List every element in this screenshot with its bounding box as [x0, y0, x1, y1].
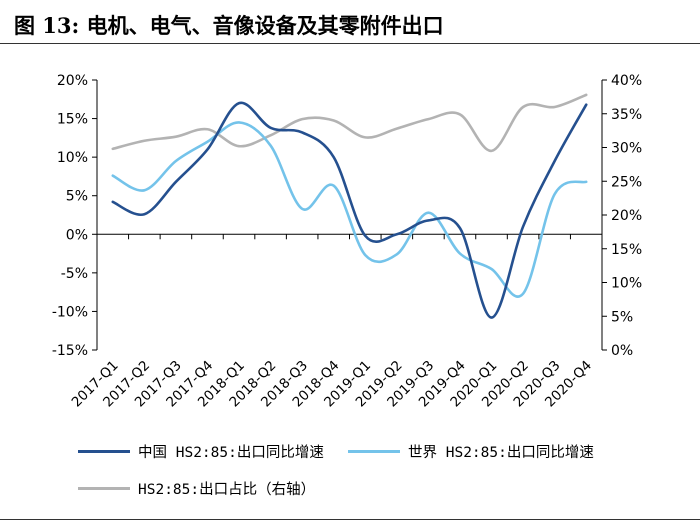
left-tick-label: -15%	[52, 343, 88, 359]
title-rule	[0, 43, 700, 44]
right-axis-ticks: 40% 35% 30% 25% 20% 15% 10% 5% 0%	[602, 73, 642, 359]
right-tick-label: 0%	[611, 343, 633, 359]
series-line-share	[111, 93, 588, 153]
right-tick-label: 10%	[611, 276, 642, 292]
axes	[96, 80, 603, 350]
left-tick-label: 0%	[66, 227, 88, 243]
series-layer	[111, 93, 588, 319]
right-tick-label: 20%	[611, 208, 642, 224]
left-tick-label: 15%	[57, 112, 88, 128]
left-tick-label: 5%	[66, 189, 88, 205]
bottom-rule	[0, 519, 700, 520]
left-tick-label: 10%	[57, 150, 88, 166]
left-tick-label: -10%	[52, 304, 88, 320]
left-tick-label: 20%	[57, 73, 88, 89]
left-axis-ticks: 20% 15% 10% 5% 0% -5% -10% -15%	[52, 73, 97, 359]
figure-title: 图 13: 电机、电气、音像设备及其零附件出口	[14, 13, 444, 38]
left-tick-label: -5%	[61, 266, 88, 282]
right-tick-label: 40%	[611, 73, 642, 89]
series-line-china	[111, 101, 588, 319]
x-axis-ticks: 2017-Q12017-Q22017-Q32017-Q42018-Q12018-…	[69, 358, 595, 411]
right-tick-label: 5%	[611, 309, 633, 325]
right-tick-label: 35%	[611, 107, 642, 123]
right-tick-label: 30%	[611, 141, 642, 157]
right-tick-label: 25%	[611, 174, 642, 190]
series-line-world	[111, 121, 588, 298]
right-tick-label: 15%	[611, 242, 642, 258]
